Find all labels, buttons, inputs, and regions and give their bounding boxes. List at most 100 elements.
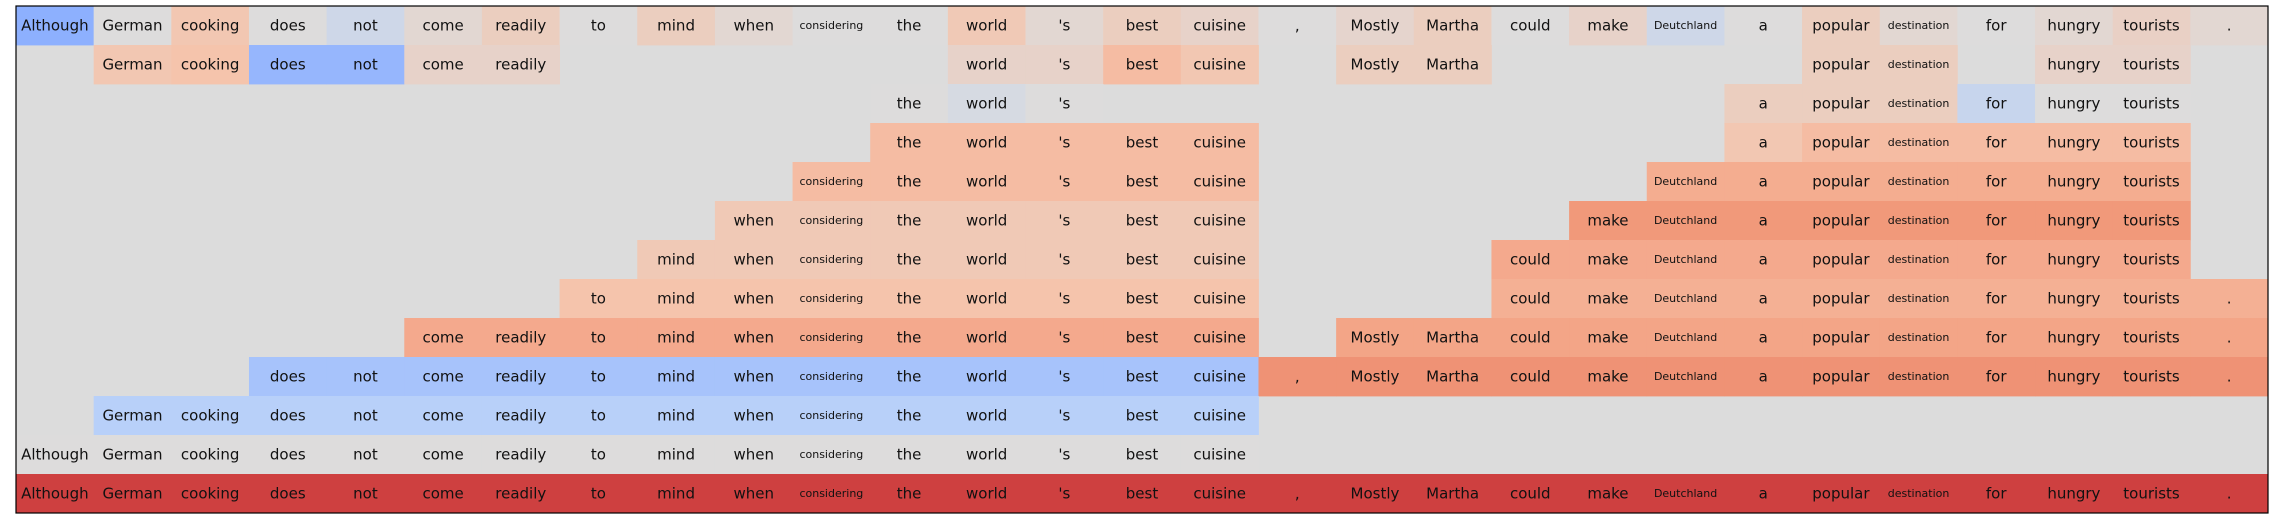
token-label: readily bbox=[495, 485, 546, 503]
token-label: Martha bbox=[1426, 56, 1479, 74]
token-label: 's bbox=[1058, 173, 1070, 191]
token-label: readily bbox=[495, 329, 546, 347]
token-label: for bbox=[1986, 329, 2007, 347]
token-label: . bbox=[2227, 290, 2232, 308]
token-label: . bbox=[2227, 329, 2232, 347]
heatmap-cell bbox=[2112, 279, 2191, 319]
heatmap-cell bbox=[326, 357, 405, 397]
token-label: popular bbox=[1812, 56, 1870, 74]
token-label: make bbox=[1587, 485, 1628, 503]
heatmap-cell bbox=[2112, 6, 2191, 46]
token-label: hungry bbox=[2047, 95, 2100, 113]
heatmap-cell bbox=[1957, 6, 2036, 46]
token-label: considering bbox=[799, 214, 863, 227]
token-label: considering bbox=[799, 292, 863, 305]
heatmap-cell bbox=[1413, 6, 1492, 46]
heatmap-cell bbox=[870, 279, 949, 319]
heatmap-cell bbox=[559, 474, 638, 514]
token-label: Martha bbox=[1426, 329, 1479, 347]
token-label: mind bbox=[657, 17, 695, 35]
token-labels: Although German cooking does not come readily t… bbox=[21, 17, 2231, 503]
token-label: for bbox=[1986, 290, 2007, 308]
heatmap-cell bbox=[1802, 474, 1881, 514]
heatmap-cell bbox=[1336, 474, 1415, 514]
heatmap-cell bbox=[559, 318, 638, 358]
heatmap-cell bbox=[637, 474, 716, 514]
token-label: considering bbox=[799, 370, 863, 383]
token-label: world bbox=[966, 95, 1007, 113]
heatmap-cell bbox=[1103, 6, 1182, 46]
heatmap-cell bbox=[1103, 396, 1182, 436]
token-label: world bbox=[966, 17, 1007, 35]
token-label: tourists bbox=[2123, 329, 2180, 347]
token-label: a bbox=[1759, 212, 1768, 230]
heatmap-cell bbox=[792, 279, 871, 319]
token-label: German bbox=[102, 446, 162, 464]
heatmap-cell bbox=[1491, 318, 1570, 358]
heatmap-cell bbox=[1802, 240, 1881, 280]
token-label: destination bbox=[1888, 331, 1950, 344]
token-label: make bbox=[1587, 251, 1628, 269]
heatmap-cell bbox=[714, 201, 793, 241]
heatmap-cell bbox=[1491, 279, 1570, 319]
token-label: popular bbox=[1812, 290, 1870, 308]
token-label: when bbox=[733, 485, 774, 503]
heatmap-cell bbox=[714, 240, 793, 280]
token-label: a bbox=[1759, 485, 1768, 503]
heatmap-cell bbox=[1025, 279, 1104, 319]
token-label: tourists bbox=[2123, 212, 2180, 230]
heatmap-cell bbox=[2035, 474, 2114, 514]
heatmap-cell bbox=[714, 6, 793, 46]
token-label: cooking bbox=[181, 485, 239, 503]
heatmap-cell bbox=[1103, 318, 1182, 358]
token-label: 's bbox=[1058, 251, 1070, 269]
token-label: when bbox=[733, 212, 774, 230]
heatmap-cell bbox=[2112, 240, 2191, 280]
token-label: readily bbox=[495, 407, 546, 425]
heatmap-cell bbox=[2190, 357, 2269, 397]
token-label: a bbox=[1759, 290, 1768, 308]
token-label: world bbox=[966, 368, 1007, 386]
token-label: hungry bbox=[2047, 290, 2100, 308]
heatmap-cell bbox=[1569, 357, 1648, 397]
token-label: a bbox=[1759, 329, 1768, 347]
heatmap-cell bbox=[1103, 279, 1182, 319]
heatmap-cell bbox=[947, 240, 1026, 280]
heatmap-cell bbox=[714, 474, 793, 514]
heatmap-cell bbox=[637, 279, 716, 319]
token-label: destination bbox=[1888, 370, 1950, 383]
heatmap-cell bbox=[481, 396, 560, 436]
heatmap-cell bbox=[2190, 318, 2269, 358]
token-label: 's bbox=[1058, 407, 1070, 425]
token-label: the bbox=[897, 290, 922, 308]
token-label: come bbox=[422, 407, 463, 425]
heatmap-cell bbox=[1025, 201, 1104, 241]
heatmap-cell bbox=[1180, 474, 1259, 514]
token-label: could bbox=[1510, 485, 1551, 503]
token-label: popular bbox=[1812, 212, 1870, 230]
heatmap-cell bbox=[1724, 240, 1803, 280]
heatmap-cell bbox=[93, 474, 172, 514]
token-label: considering bbox=[799, 19, 863, 32]
heatmap-cell bbox=[1491, 357, 1570, 397]
token-label: make bbox=[1587, 329, 1628, 347]
token-label: the bbox=[897, 446, 922, 464]
token-label: tourists bbox=[2123, 56, 2180, 74]
heatmap-cell bbox=[93, 6, 172, 46]
heatmap-cell bbox=[1957, 84, 2036, 124]
heatmap-cell bbox=[1258, 474, 1337, 514]
token-label: does bbox=[270, 485, 306, 503]
token-label: for bbox=[1986, 17, 2007, 35]
heatmap-cell bbox=[1569, 279, 1648, 319]
heatmap-cell bbox=[248, 396, 328, 436]
heatmap-cell bbox=[792, 357, 871, 397]
heatmap-cell bbox=[1025, 123, 1104, 163]
token-label: cooking bbox=[181, 446, 239, 464]
token-label: German bbox=[102, 56, 162, 74]
token-label: the bbox=[897, 485, 922, 503]
token-label: destination bbox=[1888, 487, 1950, 500]
heatmap-cell bbox=[2112, 84, 2191, 124]
token-label: does bbox=[270, 407, 306, 425]
token-label: Deutchland bbox=[1654, 214, 1717, 227]
token-label: when bbox=[733, 407, 774, 425]
